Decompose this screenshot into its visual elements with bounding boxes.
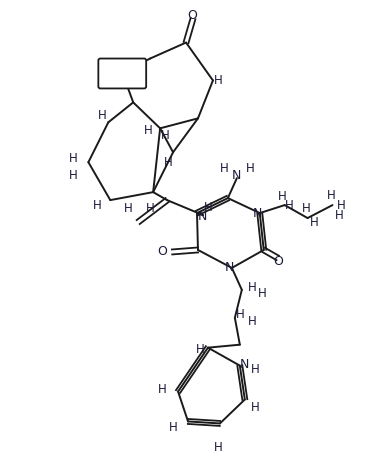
Text: O: O <box>157 245 167 259</box>
Text: O: O <box>187 9 197 22</box>
Text: H: H <box>158 383 166 396</box>
Text: H: H <box>220 162 228 175</box>
Text: N: N <box>197 210 207 223</box>
Text: H: H <box>69 152 78 165</box>
Text: H: H <box>164 156 173 169</box>
Text: H: H <box>213 74 222 87</box>
Text: H: H <box>327 188 336 202</box>
Text: H: H <box>335 209 344 221</box>
Text: H: H <box>196 343 204 356</box>
Text: H: H <box>144 124 152 137</box>
Text: H: H <box>310 216 319 228</box>
Text: H: H <box>98 109 107 122</box>
Text: H: H <box>278 190 287 203</box>
Text: H: H <box>257 287 266 300</box>
Text: N: N <box>232 169 242 182</box>
Text: H: H <box>285 199 294 211</box>
Text: H: H <box>69 169 78 182</box>
Text: O: O <box>273 255 282 268</box>
Text: H: H <box>250 401 259 414</box>
Text: H: H <box>248 315 256 328</box>
Text: H: H <box>302 202 311 215</box>
FancyBboxPatch shape <box>98 58 146 89</box>
Text: H: H <box>248 281 256 294</box>
Text: H: H <box>250 363 259 376</box>
Text: H: H <box>204 201 212 213</box>
Text: N: N <box>253 207 262 219</box>
Text: H: H <box>337 199 346 211</box>
Text: H: H <box>213 441 222 454</box>
Text: N: N <box>225 261 235 275</box>
Text: H: H <box>93 199 102 211</box>
Text: H: H <box>236 308 244 321</box>
Text: H: H <box>246 162 254 175</box>
Text: Abs: Abs <box>110 66 135 79</box>
Text: H: H <box>169 421 177 434</box>
Text: N: N <box>240 358 249 371</box>
Text: H: H <box>146 202 154 215</box>
Text: H: H <box>124 202 133 215</box>
Text: H: H <box>161 129 170 142</box>
